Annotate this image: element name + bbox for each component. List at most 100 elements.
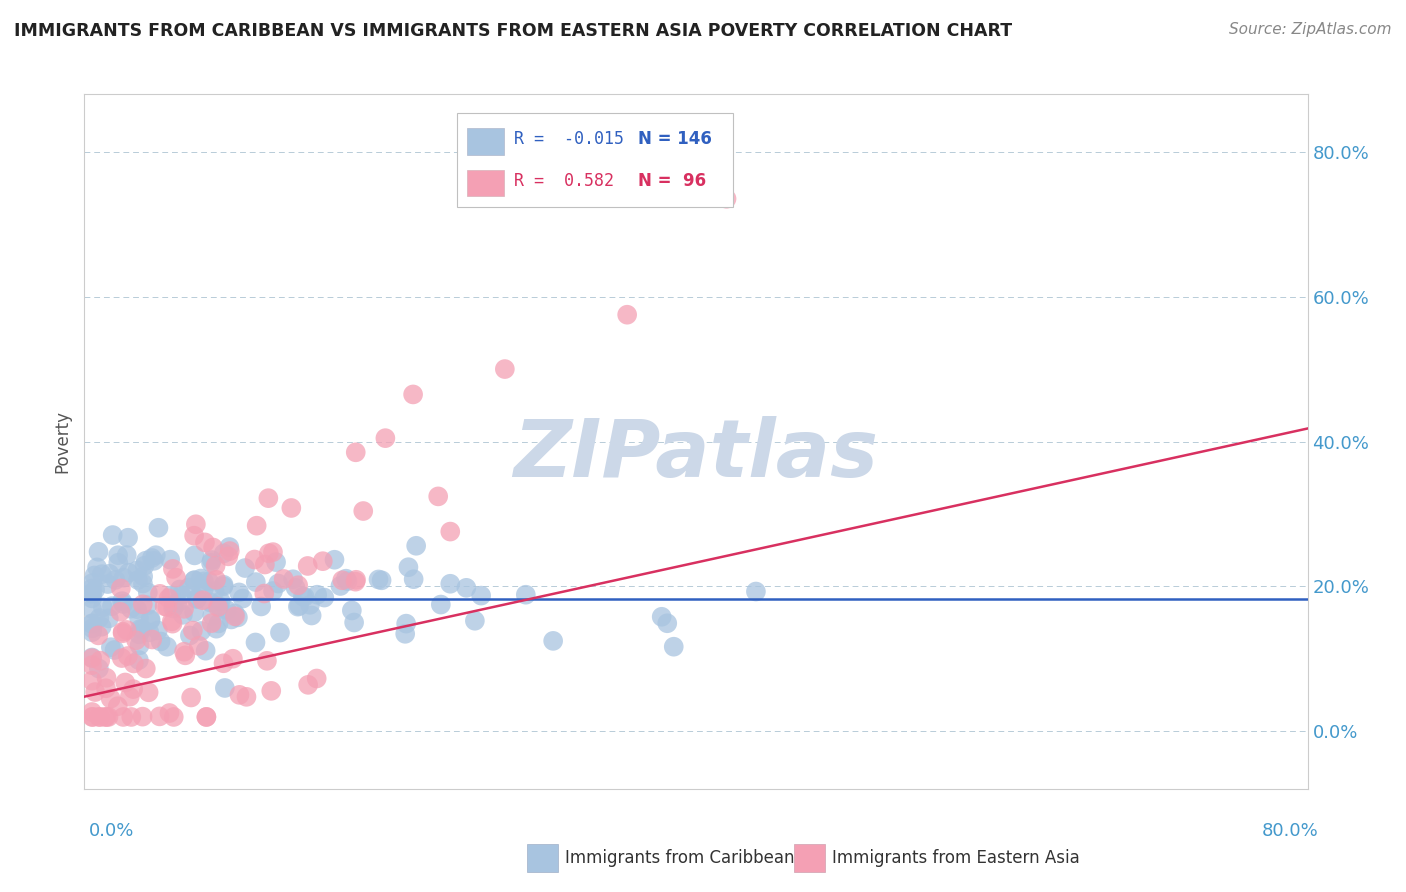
Point: [464, 614, 486, 628]
Point: [122, 682, 145, 697]
Point: [165, 571, 187, 585]
Point: [159, 706, 181, 720]
Point: [87, 661, 110, 675]
FancyBboxPatch shape: [457, 113, 733, 207]
Point: [131, 622, 153, 636]
Point: [97, 577, 120, 591]
Point: [184, 517, 207, 532]
Text: R =  0.582: R = 0.582: [513, 172, 613, 190]
Point: [439, 524, 461, 539]
Point: [307, 588, 329, 602]
Point: [83, 568, 105, 582]
Point: [111, 624, 134, 639]
Point: [284, 581, 307, 595]
Point: [125, 633, 148, 648]
Point: [136, 598, 159, 612]
Point: [323, 553, 346, 567]
Point: [127, 573, 149, 587]
Point: [129, 622, 152, 636]
Point: [344, 445, 367, 459]
Point: [101, 528, 124, 542]
Point: [280, 500, 302, 515]
Point: [181, 624, 204, 638]
Point: [232, 591, 254, 606]
Point: [228, 585, 250, 599]
Point: [222, 652, 245, 666]
Point: [405, 539, 427, 553]
Point: [340, 603, 363, 617]
Point: [233, 561, 256, 575]
Point: [224, 609, 246, 624]
Point: [160, 615, 183, 629]
Point: [205, 573, 228, 587]
Point: [195, 710, 218, 724]
Point: [80, 576, 103, 591]
Point: [117, 648, 139, 663]
Point: [110, 582, 132, 596]
Point: [159, 552, 181, 566]
Point: [201, 608, 224, 623]
Point: [470, 589, 492, 603]
Point: [208, 599, 231, 614]
Point: [183, 549, 205, 563]
Point: [80, 658, 103, 673]
Point: [194, 643, 217, 657]
Point: [177, 581, 200, 595]
Text: Immigrants from Caribbean: Immigrants from Caribbean: [565, 849, 794, 867]
Point: [82, 621, 104, 635]
Point: [162, 562, 184, 576]
Point: [209, 594, 232, 608]
Point: [200, 595, 222, 609]
Point: [183, 605, 205, 619]
Point: [336, 574, 359, 588]
Text: Source: ZipAtlas.com: Source: ZipAtlas.com: [1229, 22, 1392, 37]
Point: [616, 308, 638, 322]
Point: [90, 620, 112, 634]
Point: [207, 616, 229, 631]
Point: [245, 575, 267, 590]
Point: [200, 616, 222, 631]
Point: [312, 554, 335, 568]
Point: [253, 558, 276, 572]
Point: [394, 627, 416, 641]
Point: [221, 612, 243, 626]
Point: [163, 710, 186, 724]
Point: [100, 691, 122, 706]
Point: [273, 572, 295, 586]
Point: [157, 591, 180, 606]
Point: [84, 685, 107, 699]
Point: [80, 602, 103, 616]
Point: [180, 690, 202, 705]
Point: [87, 545, 110, 559]
Point: [257, 491, 280, 505]
Point: [214, 681, 236, 695]
Point: [297, 678, 319, 692]
Point: [117, 531, 139, 545]
Point: [80, 616, 103, 631]
Point: [112, 597, 135, 611]
Point: [162, 601, 184, 615]
Point: [262, 545, 284, 559]
Point: [149, 587, 172, 601]
Point: [89, 611, 111, 625]
Text: IMMIGRANTS FROM CARIBBEAN VS IMMIGRANTS FROM EASTERN ASIA POVERTY CORRELATION CH: IMMIGRANTS FROM CARIBBEAN VS IMMIGRANTS …: [14, 22, 1012, 40]
Point: [217, 549, 239, 564]
Point: [136, 585, 159, 599]
Point: [87, 628, 110, 642]
Point: [89, 710, 111, 724]
Point: [103, 643, 125, 657]
Point: [91, 600, 114, 615]
Point: [246, 518, 269, 533]
Point: [132, 569, 155, 583]
Point: [135, 661, 157, 675]
Point: [80, 625, 103, 640]
Point: [115, 548, 138, 562]
Point: [191, 593, 214, 607]
Point: [352, 504, 374, 518]
Point: [142, 554, 165, 568]
Point: [288, 599, 311, 613]
Bar: [467, 128, 503, 154]
Point: [301, 608, 323, 623]
Point: [80, 650, 103, 665]
Point: [169, 582, 191, 597]
